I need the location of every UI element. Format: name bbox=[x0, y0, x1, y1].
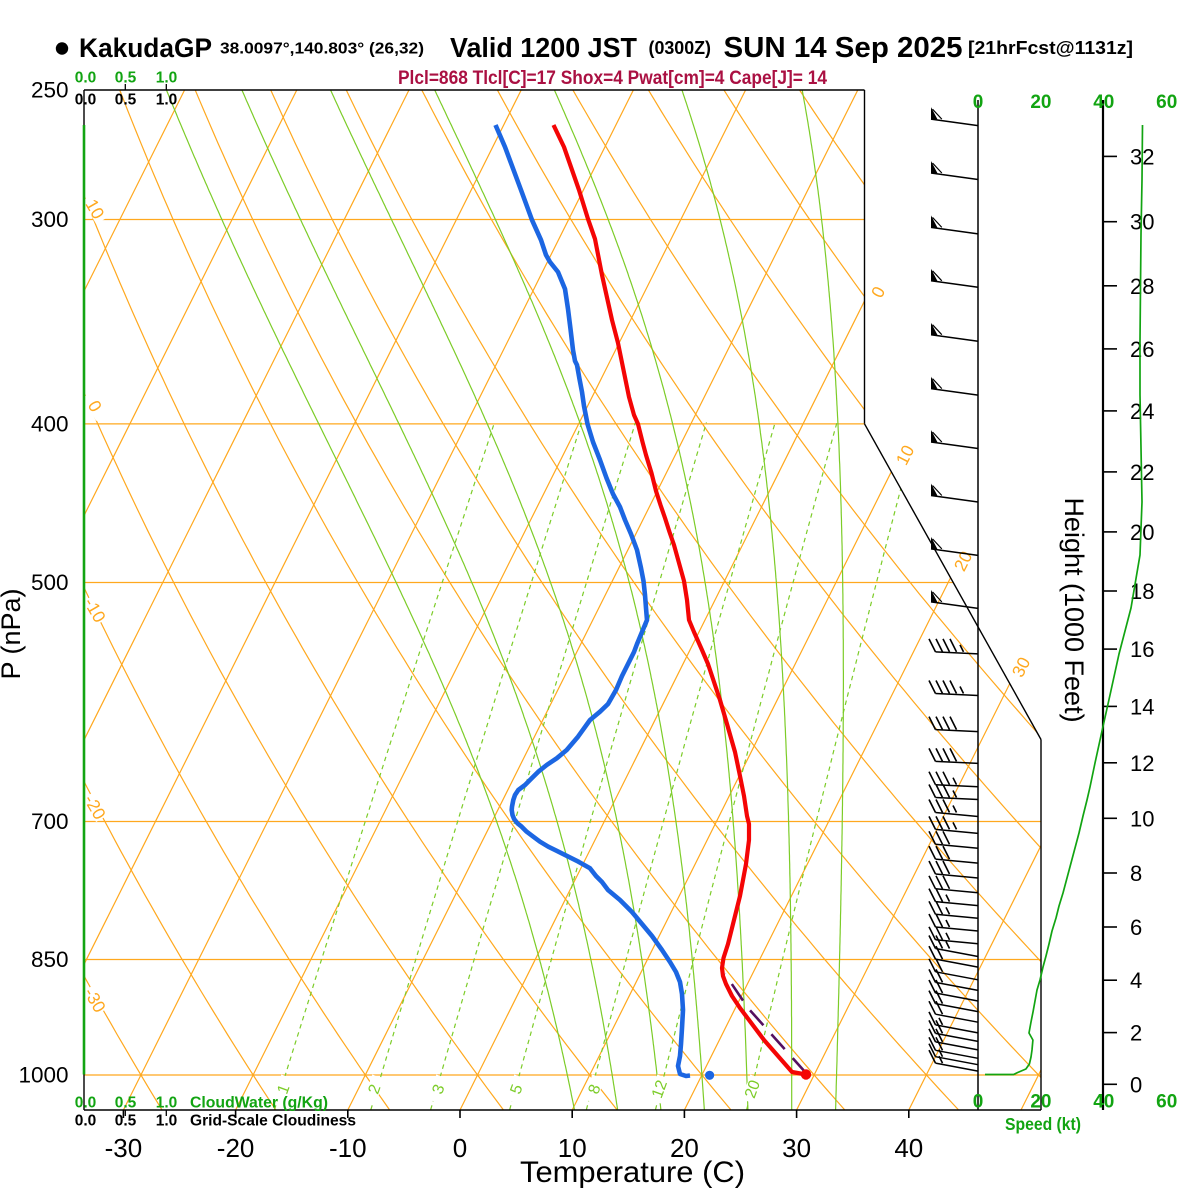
svg-text:1.0: 1.0 bbox=[156, 92, 178, 109]
svg-text:28: 28 bbox=[1130, 274, 1154, 299]
svg-text:12: 12 bbox=[1130, 751, 1154, 776]
svg-text:0.0: 0.0 bbox=[75, 1095, 97, 1112]
svg-text:-10: -10 bbox=[329, 1133, 367, 1163]
svg-text:P (nPa): P (nPa) bbox=[0, 588, 26, 679]
svg-text:20: 20 bbox=[670, 1133, 699, 1163]
svg-text:Grid-Scale Cloudiness: Grid-Scale Cloudiness bbox=[190, 1113, 356, 1130]
svg-text:0: 0 bbox=[973, 1092, 984, 1113]
svg-text:20: 20 bbox=[1130, 520, 1154, 545]
svg-text:6: 6 bbox=[1130, 915, 1142, 940]
svg-text:850: 850 bbox=[31, 947, 69, 972]
svg-text:Plcl=868 Tlcl[C]=17 Shox=4 Pwa: Plcl=868 Tlcl[C]=17 Shox=4 Pwat[cm]=4 Ca… bbox=[398, 67, 827, 89]
svg-text:[21hrFcst@1131z]: [21hrFcst@1131z] bbox=[968, 38, 1133, 58]
svg-text:60: 60 bbox=[1156, 1092, 1177, 1113]
svg-text:20: 20 bbox=[1030, 92, 1051, 113]
svg-text:KakudaGP: KakudaGP bbox=[79, 33, 212, 63]
svg-text:0: 0 bbox=[1130, 1072, 1142, 1097]
svg-text:250: 250 bbox=[31, 78, 69, 103]
svg-text:0.5: 0.5 bbox=[115, 70, 137, 87]
svg-text:1.0: 1.0 bbox=[156, 1113, 178, 1130]
svg-text:0: 0 bbox=[453, 1133, 467, 1163]
svg-text:(0300Z): (0300Z) bbox=[649, 38, 712, 58]
svg-text:0.0: 0.0 bbox=[75, 92, 97, 109]
svg-text:500: 500 bbox=[31, 570, 69, 595]
svg-text:300: 300 bbox=[31, 207, 69, 232]
svg-text:10: 10 bbox=[1130, 806, 1154, 831]
svg-text:Speed (kt): Speed (kt) bbox=[1005, 1114, 1081, 1134]
svg-text:40: 40 bbox=[1093, 1092, 1114, 1113]
svg-text:10: 10 bbox=[558, 1133, 587, 1163]
svg-text:30: 30 bbox=[782, 1133, 811, 1163]
svg-text:0.0: 0.0 bbox=[75, 70, 97, 87]
svg-text:12: 12 bbox=[649, 1078, 671, 1101]
svg-text:-30: -30 bbox=[105, 1133, 143, 1163]
svg-text:2: 2 bbox=[1130, 1021, 1142, 1046]
svg-text:40: 40 bbox=[894, 1133, 923, 1163]
svg-text:400: 400 bbox=[31, 411, 69, 436]
svg-text:Valid 1200 JST: Valid 1200 JST bbox=[450, 32, 637, 63]
svg-text:0.5: 0.5 bbox=[115, 1095, 137, 1112]
svg-text:38.0097°,140.803° (26,32): 38.0097°,140.803° (26,32) bbox=[220, 41, 424, 58]
svg-text:30: 30 bbox=[1130, 210, 1154, 235]
svg-text:0.5: 0.5 bbox=[115, 1113, 137, 1130]
svg-text:SUN 14 Sep 2025: SUN 14 Sep 2025 bbox=[724, 32, 963, 64]
svg-text:8: 8 bbox=[1130, 861, 1142, 886]
svg-text:0: 0 bbox=[973, 92, 984, 113]
svg-text:1000: 1000 bbox=[18, 1063, 68, 1088]
svg-text:40: 40 bbox=[1093, 92, 1114, 113]
svg-text:0.5: 0.5 bbox=[115, 92, 137, 109]
svg-text:CloudWater (g/Kg): CloudWater (g/Kg) bbox=[190, 1095, 328, 1112]
svg-text:-20: -20 bbox=[217, 1133, 255, 1163]
svg-text:0.0: 0.0 bbox=[75, 1113, 97, 1130]
svg-text:1.0: 1.0 bbox=[156, 1095, 178, 1112]
svg-text:26: 26 bbox=[1130, 337, 1154, 362]
svg-text:16: 16 bbox=[1130, 637, 1154, 662]
svg-text:20: 20 bbox=[1030, 1092, 1051, 1113]
svg-text:700: 700 bbox=[31, 809, 69, 834]
svg-text:20: 20 bbox=[742, 1078, 764, 1101]
svg-text:4: 4 bbox=[1130, 968, 1142, 993]
svg-text:24: 24 bbox=[1130, 399, 1154, 424]
svg-text:1.0: 1.0 bbox=[156, 70, 178, 87]
svg-text:Height (1000 Feet): Height (1000 Feet) bbox=[1059, 497, 1089, 722]
svg-text:Temperature (C): Temperature (C) bbox=[520, 1156, 745, 1189]
svg-text:60: 60 bbox=[1156, 92, 1177, 113]
svg-text:14: 14 bbox=[1130, 694, 1154, 719]
